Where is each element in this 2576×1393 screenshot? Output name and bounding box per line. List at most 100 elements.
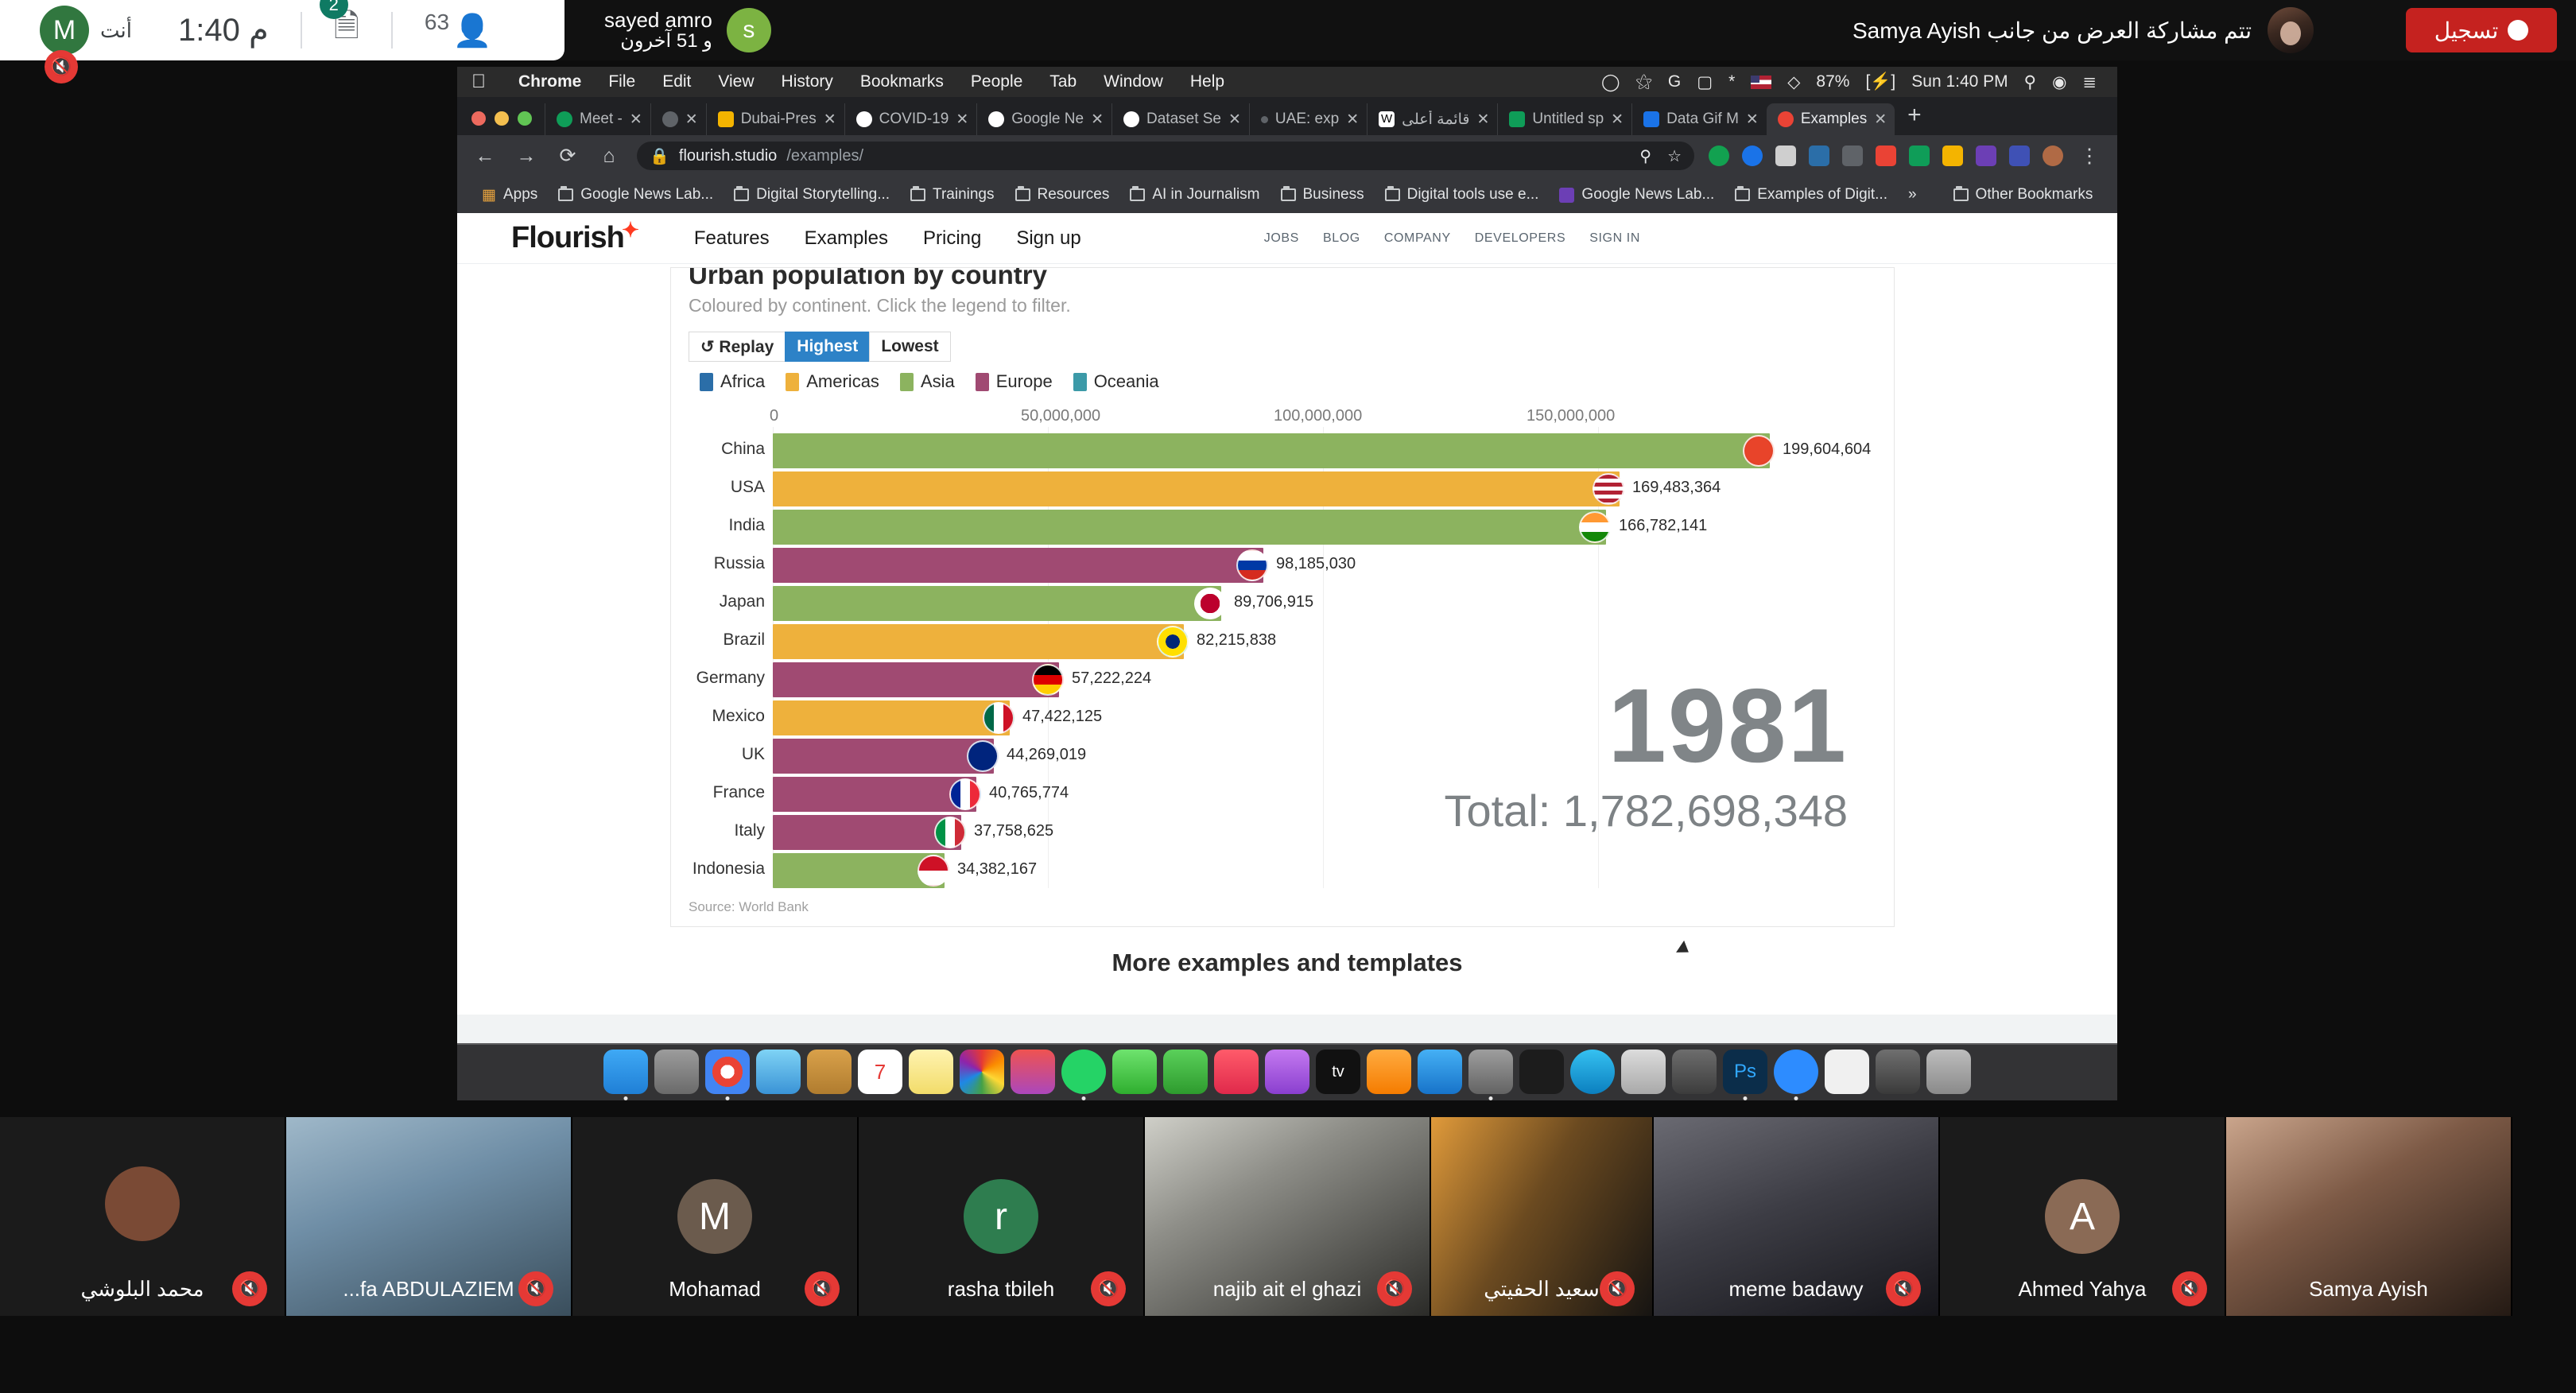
- bookmark-digital-tools[interactable]: Digital tools use e...: [1375, 186, 1550, 204]
- bookmark-google-news-lab-slides[interactable]: Google News Lab...: [1549, 186, 1724, 204]
- window-controls[interactable]: [468, 111, 545, 135]
- tab-untitled-spreadsheet[interactable]: Untitled sp ✕: [1497, 103, 1631, 135]
- tab-meet[interactable]: Meet - ✕: [545, 103, 650, 135]
- launchpad-icon[interactable]: [654, 1050, 699, 1094]
- music-icon[interactable]: [1214, 1050, 1259, 1094]
- bar[interactable]: [773, 815, 961, 850]
- menu-chrome[interactable]: Chrome: [504, 72, 581, 91]
- participant-tile[interactable]: Samya Ayish: [2226, 1117, 2512, 1316]
- nav-jobs[interactable]: JOBS: [1263, 231, 1299, 245]
- appstore-icon[interactable]: [1418, 1050, 1462, 1094]
- bar[interactable]: [773, 777, 976, 812]
- tab-examples[interactable]: Examples ✕: [1766, 103, 1895, 135]
- tab-close-icon[interactable]: ✕: [685, 111, 698, 128]
- tab-close-icon[interactable]: ✕: [629, 111, 642, 128]
- tab-close-icon[interactable]: ✕: [1228, 111, 1241, 128]
- bookmarks-overflow-button[interactable]: »: [1907, 186, 1917, 203]
- legend-item-africa[interactable]: Africa: [700, 371, 765, 392]
- printer-icon[interactable]: [1621, 1050, 1666, 1094]
- participant-tile[interactable]: r rasha tbileh 🔇: [859, 1117, 1145, 1316]
- tab-close-icon[interactable]: ✕: [1091, 111, 1104, 128]
- nav-examples[interactable]: Examples: [804, 227, 888, 249]
- tab-google-news[interactable]: Google Ne ✕: [976, 103, 1111, 135]
- facetime-icon[interactable]: [1163, 1050, 1208, 1094]
- chat-button[interactable]: 2 🗎: [319, 0, 359, 57]
- nav-signup[interactable]: Sign up: [1016, 227, 1081, 249]
- participant-tile[interactable]: M Mohamad 🔇: [572, 1117, 859, 1316]
- bookmark-other-bookmarks[interactable]: Other Bookmarks: [1943, 186, 2104, 204]
- trash-icon[interactable]: [1926, 1050, 1971, 1094]
- nav-pricing[interactable]: Pricing: [922, 227, 982, 249]
- record-button[interactable]: تسجيل: [2406, 8, 2557, 52]
- tab-close-icon[interactable]: ✕: [1611, 111, 1624, 128]
- bar[interactable]: [773, 624, 1184, 659]
- legend-item-oceania[interactable]: Oceania: [1073, 371, 1159, 392]
- siri-icon[interactable]: ◉: [2052, 72, 2067, 91]
- tab-dataset-search[interactable]: Dataset Se ✕: [1111, 103, 1249, 135]
- tab-close-icon[interactable]: ✕: [1874, 111, 1887, 128]
- bookmark-resources[interactable]: Resources: [1005, 186, 1120, 204]
- address-bar[interactable]: 🔒 flourish.studio/examples/ ⚲ ☆: [637, 142, 1694, 170]
- back-icon[interactable]: ←: [475, 144, 495, 167]
- edge-icon[interactable]: [1570, 1050, 1615, 1094]
- bar[interactable]: [773, 510, 1606, 545]
- forward-icon[interactable]: →: [516, 144, 537, 167]
- books-icon[interactable]: [1367, 1050, 1411, 1094]
- apple-logo-icon[interactable]: : [471, 71, 486, 93]
- bookmark-google-news-lab[interactable]: Google News Lab...: [548, 186, 724, 204]
- legend-item-asia[interactable]: Asia: [899, 371, 955, 392]
- zoom-out-icon[interactable]: ⚲: [1639, 147, 1652, 165]
- source-text[interactable]: Source: World Bank: [689, 899, 809, 914]
- tab-close-icon[interactable]: ✕: [1745, 111, 1759, 128]
- chrome-icon[interactable]: [705, 1050, 750, 1094]
- minimize-window-button[interactable]: [495, 111, 509, 126]
- bar[interactable]: [773, 700, 1010, 735]
- appletv-icon[interactable]: tv: [1316, 1050, 1360, 1094]
- extension-icon[interactable]: [1709, 146, 1729, 166]
- grammarly-icon[interactable]: ⚝: [1635, 72, 1652, 91]
- mail-icon[interactable]: [756, 1050, 801, 1094]
- menu-history[interactable]: History: [766, 72, 833, 91]
- menu-view[interactable]: View: [704, 72, 754, 91]
- bookmark-trainings[interactable]: Trainings: [900, 186, 1004, 204]
- folder-icon[interactable]: [807, 1050, 852, 1094]
- participant-tile[interactable]: ...fa ABDULAZIEM 🔇: [286, 1117, 572, 1316]
- extension-icon[interactable]: [1742, 146, 1763, 166]
- google-g-icon[interactable]: G: [1667, 72, 1682, 91]
- menu-help[interactable]: Help: [1175, 72, 1224, 91]
- tab-covid-19[interactable]: COVID-19 ✕: [844, 103, 977, 135]
- terminal-icon[interactable]: [1519, 1050, 1564, 1094]
- bookmark-apps[interactable]: ▦ Apps: [471, 186, 548, 204]
- zoom-icon[interactable]: [1774, 1050, 1818, 1094]
- bookmark-star-icon[interactable]: ☆: [1667, 147, 1682, 165]
- extension-icon[interactable]: [1909, 146, 1930, 166]
- home-icon[interactable]: ⌂: [603, 144, 615, 167]
- lowest-button[interactable]: Lowest: [869, 332, 951, 362]
- notes-icon[interactable]: [909, 1050, 953, 1094]
- extension-icon[interactable]: [1775, 146, 1796, 166]
- bar[interactable]: [773, 433, 1770, 468]
- legend-item-europe[interactable]: Europe: [975, 371, 1053, 392]
- calendar-icon[interactable]: 7: [858, 1050, 902, 1094]
- tab-data-gif-maker[interactable]: Data Gif M ✕: [1631, 103, 1767, 135]
- new-tab-button[interactable]: +: [1907, 102, 1922, 128]
- bar[interactable]: [773, 586, 1221, 621]
- tab-dubai-pres[interactable]: Dubai-Pres ✕: [705, 103, 844, 135]
- close-window-button[interactable]: [471, 111, 486, 126]
- nav-blog[interactable]: BLOG: [1322, 231, 1360, 245]
- bookmark-business[interactable]: Business: [1271, 186, 1375, 204]
- profile-avatar-icon[interactable]: [2043, 146, 2063, 166]
- extension-icon[interactable]: [1842, 146, 1863, 166]
- participant-tile[interactable]: سعيد الحفيتي 🔇: [1431, 1117, 1654, 1316]
- reload-icon[interactable]: ⟳: [559, 145, 576, 167]
- participants-button[interactable]: 63 👤: [425, 10, 492, 49]
- podcasts-icon[interactable]: [1265, 1050, 1309, 1094]
- extension-icon[interactable]: [2009, 146, 2030, 166]
- extension-icon[interactable]: [1876, 146, 1896, 166]
- bookmark-examples-of-digital[interactable]: Examples of Digit...: [1724, 186, 1898, 204]
- participant-tile[interactable]: A Ahmed Yahya 🔇: [1940, 1117, 2226, 1316]
- us-flag-icon[interactable]: [1751, 75, 1772, 89]
- bookmark-digital-storytelling[interactable]: Digital Storytelling...: [724, 186, 900, 204]
- tab-unnamed[interactable]: ✕: [650, 103, 706, 135]
- tab-close-icon[interactable]: ✕: [823, 111, 836, 128]
